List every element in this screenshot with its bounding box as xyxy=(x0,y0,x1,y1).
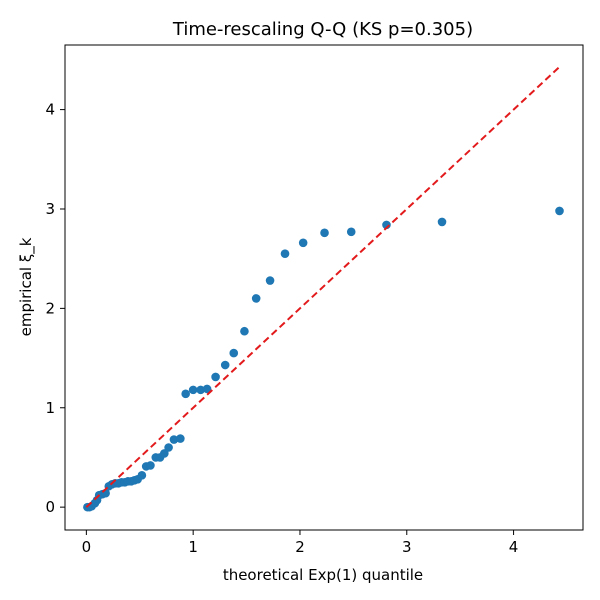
data-point xyxy=(146,461,155,470)
data-point xyxy=(251,294,261,303)
y-tick-label: 0 xyxy=(45,498,55,516)
y-tick-label: 1 xyxy=(45,399,55,417)
data-point xyxy=(160,449,169,458)
data-point xyxy=(196,385,205,395)
data-point xyxy=(181,389,190,399)
chart-title: Time-rescaling Q-Q (KS p=0.305) xyxy=(172,19,473,40)
data-point xyxy=(211,372,220,382)
data-point xyxy=(202,384,212,394)
data-point xyxy=(176,434,185,443)
x-tick-label: 1 xyxy=(188,538,198,556)
x-tick-label: 3 xyxy=(402,538,412,556)
data-point xyxy=(169,435,179,444)
data-point xyxy=(240,326,249,336)
data-point xyxy=(555,206,564,216)
y-axis-label: empirical ξ_k xyxy=(17,237,36,336)
data-point xyxy=(229,348,239,358)
y-tick-label: 3 xyxy=(45,200,55,218)
y-tick-label: 2 xyxy=(45,299,55,317)
data-point xyxy=(137,471,147,480)
data-point xyxy=(437,217,447,227)
x-axis-label: theoretical Exp(1) quantile xyxy=(223,566,423,584)
x-tick-label: 0 xyxy=(82,538,92,556)
data-point xyxy=(220,360,230,370)
data-point xyxy=(265,276,275,285)
data-point xyxy=(298,238,308,248)
reference-line xyxy=(85,66,561,508)
plot-area: 0 1 2 3 4 0 1 2 3 4 xyxy=(45,44,584,556)
y-tick-label: 4 xyxy=(45,101,55,119)
data-point xyxy=(280,249,290,259)
data-point xyxy=(164,443,173,452)
data-point xyxy=(188,385,198,395)
x-tick-label: 2 xyxy=(295,538,305,556)
x-tick-label: 4 xyxy=(509,538,519,556)
data-point xyxy=(346,227,356,237)
data-point xyxy=(320,228,329,238)
plot-frame xyxy=(64,44,584,531)
